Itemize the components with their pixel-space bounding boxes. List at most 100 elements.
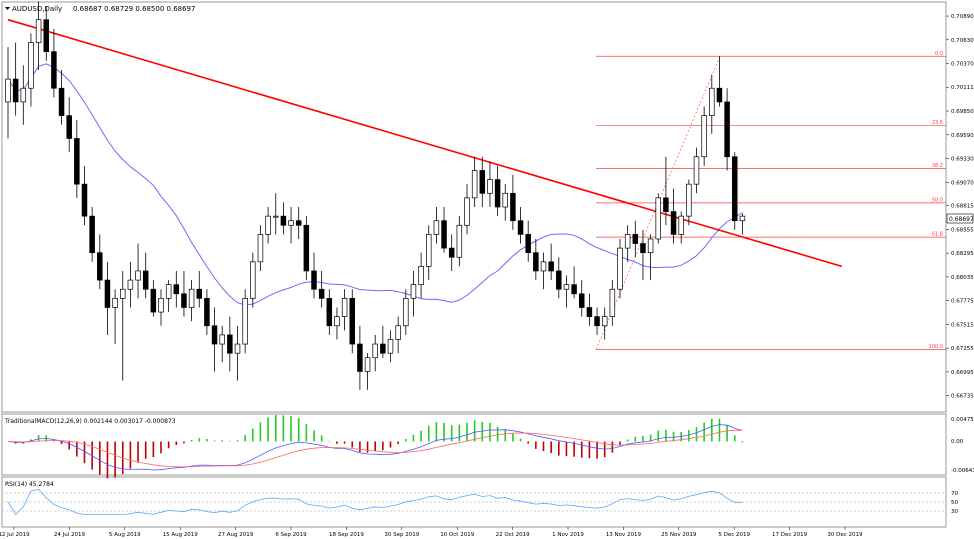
candle bbox=[670, 211, 677, 235]
price-tick-label: 0.70370 bbox=[951, 62, 974, 68]
candle bbox=[28, 42, 34, 89]
fib-diagonal bbox=[595, 56, 721, 350]
candle bbox=[265, 215, 271, 235]
fibonacci-retracement[interactable]: 0.0 23.6 38.2 50.0 61.8 100.0 bbox=[595, 51, 946, 350]
candle bbox=[165, 284, 172, 299]
candle bbox=[609, 288, 616, 317]
macd-signal-line bbox=[7, 429, 743, 468]
symbol-label: AUDUSD,Daily bbox=[12, 5, 62, 13]
fib-level-label: 100.0 bbox=[929, 344, 943, 350]
candle bbox=[51, 51, 57, 89]
candle bbox=[632, 234, 639, 244]
candle bbox=[548, 261, 554, 272]
candle bbox=[617, 247, 623, 290]
candle bbox=[196, 288, 203, 299]
candle bbox=[471, 170, 478, 199]
date-axis: 12 Jul 2019 24 Jul 2019 5 Aug 2019 15 Aug 2… bbox=[0, 527, 863, 538]
candle bbox=[318, 288, 325, 299]
price-tick-label: 0.69850 bbox=[951, 109, 974, 115]
price-panel bbox=[1, 1, 947, 413]
price-tick-label: 0.70111 bbox=[951, 85, 974, 91]
candle bbox=[494, 179, 501, 208]
candle bbox=[556, 270, 562, 290]
date-tick-label: 17 Dec 2019 bbox=[772, 532, 808, 538]
date-tick-label: 6 Sep 2019 bbox=[275, 532, 307, 538]
candle bbox=[731, 156, 738, 222]
candle bbox=[739, 215, 746, 222]
candle bbox=[58, 87, 65, 116]
rsi-title: RSI(14) 45.2784 bbox=[5, 481, 54, 488]
rsi-tick-label: 70 bbox=[951, 491, 958, 497]
candle bbox=[426, 234, 432, 267]
collapse-triangle-icon[interactable] bbox=[5, 7, 10, 10]
candle bbox=[502, 192, 509, 208]
candle bbox=[487, 179, 493, 194]
candle bbox=[326, 298, 333, 327]
candle bbox=[571, 284, 577, 295]
candle bbox=[127, 279, 134, 290]
fib-level-label: 61.8 bbox=[932, 232, 943, 238]
candle bbox=[433, 220, 440, 235]
candle bbox=[234, 343, 241, 354]
candle bbox=[341, 298, 348, 317]
price-tick-label: 0.67515 bbox=[951, 322, 974, 328]
candle bbox=[525, 234, 531, 254]
date-tick-label: 12 Jul 2019 bbox=[0, 532, 30, 538]
rsi-tick-label: 30 bbox=[951, 509, 958, 515]
candle bbox=[295, 220, 302, 226]
price-tick-label: 0.68035 bbox=[951, 275, 974, 281]
price-tick-label: 0.69330 bbox=[951, 157, 974, 163]
candle bbox=[142, 270, 149, 290]
candle bbox=[35, 19, 42, 43]
date-tick-label: 1 Nov 2019 bbox=[552, 532, 584, 538]
candle bbox=[456, 224, 463, 258]
candle bbox=[395, 325, 401, 340]
candle bbox=[173, 284, 180, 295]
candle bbox=[533, 252, 539, 272]
candle bbox=[716, 87, 723, 103]
candle bbox=[5, 78, 11, 103]
candle bbox=[540, 261, 547, 272]
candle bbox=[387, 339, 394, 354]
candle bbox=[81, 183, 88, 217]
price-tick-label: 0.67255 bbox=[951, 346, 974, 352]
svg-text:0.68697: 0.68697 bbox=[949, 216, 974, 223]
price-tick-label: 0.69590 bbox=[951, 133, 974, 139]
candle bbox=[150, 288, 157, 313]
date-tick-label: 15 Aug 2019 bbox=[163, 532, 199, 538]
candle bbox=[418, 266, 424, 286]
candle bbox=[288, 220, 294, 226]
price-tick-label: 0.69070 bbox=[951, 180, 974, 186]
candle bbox=[663, 197, 669, 212]
date-tick-label: 27 Aug 2019 bbox=[218, 532, 254, 538]
candle bbox=[693, 156, 700, 185]
candle bbox=[517, 220, 524, 235]
fib-level-label: 50.0 bbox=[932, 197, 943, 203]
candle bbox=[104, 279, 111, 308]
candle bbox=[204, 298, 210, 327]
macd-tick-label: -0.006431 bbox=[951, 468, 974, 474]
candle bbox=[586, 307, 593, 317]
price-tick-label: 0.68295 bbox=[951, 251, 974, 257]
price-tick-label: 0.68815 bbox=[951, 204, 974, 210]
candle bbox=[601, 316, 608, 327]
candle bbox=[158, 298, 164, 313]
price-tick-label: 0.70890 bbox=[951, 14, 974, 20]
candle bbox=[334, 316, 340, 327]
candle bbox=[464, 197, 470, 226]
candle bbox=[188, 288, 195, 308]
candle bbox=[119, 288, 126, 299]
candle bbox=[594, 316, 600, 327]
candle bbox=[257, 234, 264, 263]
candles bbox=[5, 1, 746, 390]
candle bbox=[227, 334, 233, 354]
trendline[interactable] bbox=[7, 18, 843, 268]
candle bbox=[12, 78, 19, 103]
candle bbox=[211, 325, 218, 345]
price-tick-label: 0.68555 bbox=[951, 227, 974, 233]
candle bbox=[655, 197, 661, 240]
candle bbox=[701, 115, 707, 158]
candle bbox=[647, 238, 654, 254]
